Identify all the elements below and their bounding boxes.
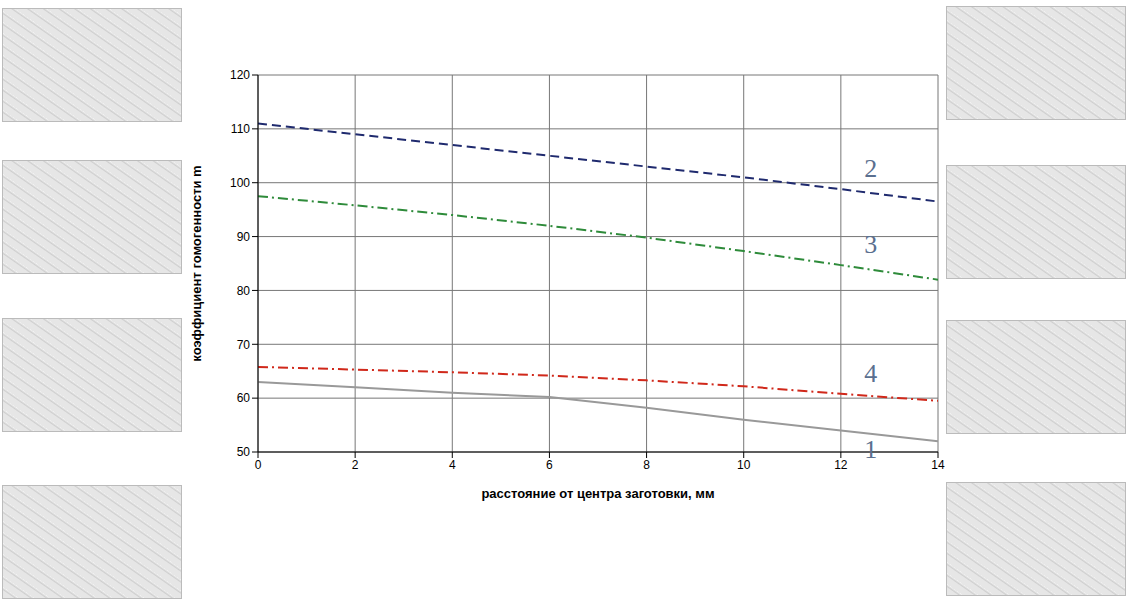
svg-text:50: 50	[237, 445, 251, 459]
svg-text:6: 6	[546, 458, 553, 472]
svg-text:0: 0	[255, 458, 262, 472]
svg-text:1: 1	[864, 435, 877, 464]
svg-text:3: 3	[864, 230, 877, 259]
svg-text:70: 70	[237, 338, 251, 352]
svg-text:коэффициент гомогенности m: коэффициент гомогенности m	[189, 165, 204, 361]
svg-text:60: 60	[237, 391, 251, 405]
svg-text:120: 120	[230, 68, 250, 82]
svg-text:14: 14	[931, 458, 945, 472]
svg-text:8: 8	[643, 458, 650, 472]
svg-text:расстояние от центра заготовки: расстояние от центра заготовки, мм	[481, 486, 714, 501]
svg-text:2: 2	[864, 154, 877, 183]
svg-text:4: 4	[864, 359, 877, 388]
svg-text:12: 12	[834, 458, 848, 472]
svg-text:100: 100	[230, 176, 250, 190]
svg-text:110: 110	[231, 122, 250, 136]
svg-text:2: 2	[352, 458, 359, 472]
svg-text:4: 4	[449, 458, 456, 472]
svg-text:80: 80	[237, 284, 251, 298]
svg-text:90: 90	[237, 230, 251, 244]
svg-text:10: 10	[737, 458, 751, 472]
